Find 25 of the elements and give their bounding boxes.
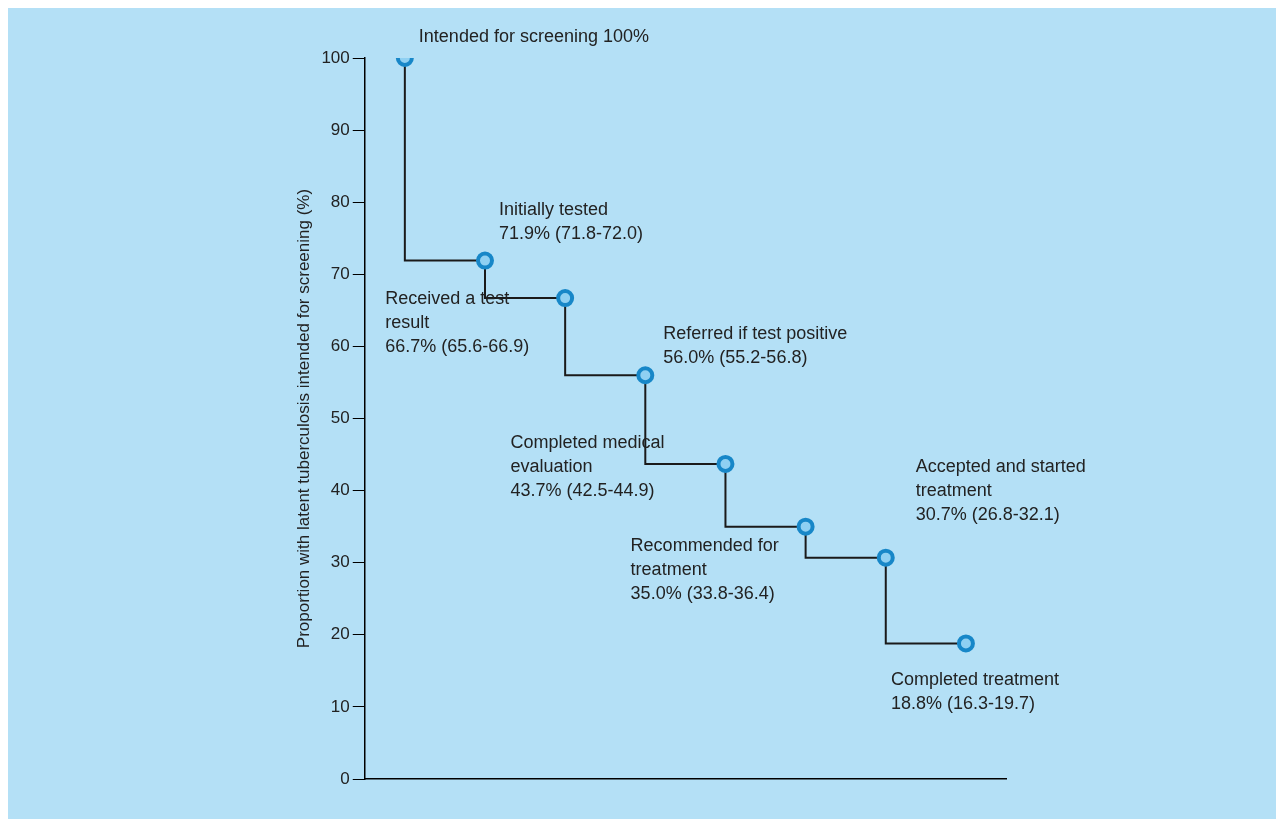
y-tick-label: 90 bbox=[330, 119, 350, 139]
y-tick-label: 50 bbox=[330, 408, 350, 428]
y-tick-label: 70 bbox=[330, 263, 350, 283]
y-tick-label: 10 bbox=[330, 696, 350, 716]
y-tick-label: 60 bbox=[330, 336, 350, 356]
point bbox=[556, 289, 575, 308]
point bbox=[956, 634, 975, 653]
point bbox=[876, 548, 895, 567]
y-tick-label: 40 bbox=[330, 480, 350, 500]
y-axis-title: Proportion with latent tuberculosis intended for screening (%) bbox=[293, 188, 313, 649]
point bbox=[796, 517, 815, 536]
y-tick-label: 20 bbox=[330, 624, 350, 644]
y-tick-label: 0 bbox=[340, 768, 350, 788]
point bbox=[716, 454, 735, 473]
text: Intended for screening 100% bbox=[418, 25, 650, 46]
y-tick-label: 80 bbox=[330, 191, 350, 211]
point bbox=[636, 366, 655, 385]
annotation: Accepted and started treatment 30.7% (26.8-32.1) bbox=[915, 455, 1086, 524]
annotation: Recommended for treatment 35.0% (33.8-36.4) bbox=[630, 534, 779, 603]
point bbox=[476, 251, 494, 270]
y-tick-label: 30 bbox=[330, 552, 350, 572]
annotation: Initially tested 71.9% (71.8-72.0) bbox=[499, 198, 644, 243]
annotation: Completed treatment 18.8% (16.3-19.7) bbox=[890, 669, 1060, 714]
annotation: Referred if test positive 56.0% (55.2-56.8) bbox=[663, 323, 848, 368]
y-tick-label: 100 bbox=[321, 47, 350, 67]
